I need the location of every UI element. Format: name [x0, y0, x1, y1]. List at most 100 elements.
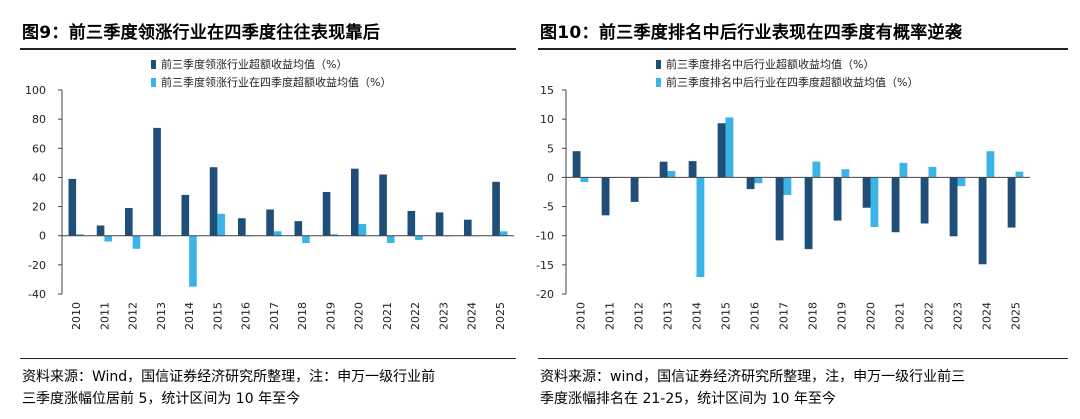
bar-series-1-2014 [688, 161, 697, 178]
bar-series-1-2012 [630, 177, 639, 202]
x-tick-label: 2012 [633, 302, 646, 330]
figure-9-panel: 图9：前三季度领涨行业在四季度往往表现靠后 -40 -20 0 20 40 60 80 100… [0, 0, 528, 419]
x-tick-label: 2025 [494, 302, 507, 330]
figure-9-bottom-rule [20, 358, 516, 359]
bar-series-2-2011 [104, 235, 113, 242]
source-line-1: 资料来源：Wind，国信证券经济研究所整理，注：申万一级行业前 [22, 369, 436, 385]
bar-series-1-2013 [659, 161, 668, 178]
bar-series-1-2025 [1007, 177, 1016, 228]
bar-series-1-2023 [949, 177, 958, 237]
bar-series-2-2010 [580, 177, 589, 183]
y-tick-label: -10 [536, 230, 554, 243]
bar-series-2-2022 [928, 166, 937, 178]
bar-series-1-2021 [379, 174, 387, 236]
bar-series-2-2021 [899, 162, 908, 178]
y-tick-label: -20 [536, 288, 554, 301]
x-tick-label: 2021 [894, 302, 907, 330]
bar-series-1-2024 [464, 219, 472, 236]
x-tick-label: 2023 [952, 302, 965, 330]
x-tick-label: 2023 [437, 302, 450, 330]
figure-10-chart: -20 -15 -10 -5 0 5 10 15 2010 2011 2012 2013 2014 201… [536, 57, 1030, 330]
legend-label-1: 前三季度排名中后行业超额收益均值（%） [666, 57, 874, 71]
bar-series-2-2020 [870, 177, 879, 227]
bar-series-1-2011 [96, 225, 105, 236]
y-tick-label: 40 [32, 171, 46, 184]
x-tick-label: 2018 [296, 302, 309, 330]
bar-series-1-2019 [322, 192, 331, 236]
bar-series-2-2013 [667, 171, 676, 178]
bar-series-2-2016 [754, 177, 763, 184]
bar-series-1-2016 [746, 177, 755, 190]
x-tick-label: 2011 [604, 302, 617, 330]
bar-series-1-2018 [804, 177, 813, 250]
x-tick-label: 2024 [466, 302, 479, 330]
y-tick-label: 0 [39, 230, 46, 243]
bar-series-2-2024 [986, 151, 995, 178]
source-line-1: 资料来源：wind，国信证券经济研究所整理，注，申万一级行业前三 [540, 369, 966, 385]
x-tick-label: 2015 [720, 302, 733, 330]
bar-series-1-2023 [435, 212, 444, 236]
bar-series-2-2017 [273, 231, 282, 236]
y-tick-label: 80 [32, 113, 46, 126]
bar-series-1-2020 [862, 177, 871, 208]
x-tick-label: 2017 [778, 302, 791, 330]
bar-series-2-2025 [499, 231, 508, 236]
x-tick-label: 2022 [409, 302, 422, 330]
x-tick-label: 2014 [691, 302, 704, 330]
bar-series-1-2015 [717, 123, 726, 178]
x-tick-label: 2020 [865, 302, 878, 330]
x-tick-label: 2011 [98, 302, 111, 330]
y-tick-label: 15 [540, 84, 554, 97]
figure-10-top-rule [538, 48, 1068, 50]
bar-series-2-2010 [76, 234, 84, 236]
y-tick-label: -15 [536, 259, 554, 272]
bar-series-1-2025 [492, 181, 500, 236]
bar-series-2-2015 [217, 213, 226, 236]
bar-series-1-2013 [153, 127, 161, 236]
bar-series-1-2015 [209, 167, 218, 236]
x-tick-label: 2014 [183, 302, 196, 330]
bar-series-1-2012 [125, 208, 133, 236]
bar-series-2-2014 [189, 235, 197, 287]
y-tick-label: 0 [547, 171, 554, 184]
x-tick-label: 2017 [268, 302, 281, 330]
bar-series-2-2018 [812, 161, 821, 178]
legend-label-2: 前三季度排名中后行业在四季度超额收益均值（%） [666, 75, 918, 89]
y-tick-label: 5 [547, 142, 554, 155]
bar-series-2-2012 [132, 235, 141, 249]
figure-9-top-rule [20, 48, 516, 50]
x-tick-label: 2013 [662, 302, 675, 330]
y-tick-label: -5 [543, 201, 554, 214]
figure-9-title: 图9：前三季度领涨行业在四季度往往表现靠后 [22, 23, 381, 43]
bar-series-1-2020 [351, 168, 359, 236]
legend-label-1: 前三季度领涨行业超额收益均值（%） [161, 57, 347, 71]
legend-swatch-1 [151, 60, 156, 69]
bar-series-1-2018 [294, 221, 303, 236]
x-tick-label: 2022 [923, 302, 936, 330]
x-tick-label: 2021 [381, 302, 394, 330]
source-line-2: 三季度涨幅位居前 5，统计区间为 10 年至今 [22, 391, 301, 407]
y-tick-label: -20 [28, 259, 46, 272]
x-tick-label: 2020 [353, 302, 366, 330]
y-tick-label: 100 [25, 84, 46, 97]
x-tick-label: 2025 [1010, 302, 1023, 330]
figure-10-panel: 图10：前三季度排名中后行业表现在四季度有概率逆袭 -20 -15 -10 -5 0 5 1… [528, 0, 1080, 419]
x-tick-label: 2018 [807, 302, 820, 330]
x-tick-label: 2010 [575, 302, 588, 330]
bar-series-1-2016 [238, 218, 246, 236]
bar-series-2-2017 [783, 177, 792, 195]
figure-9-chart: -40 -20 0 20 40 60 80 100 2010 2011 2012 2013 2014 20… [25, 57, 514, 330]
bar-series-1-2017 [266, 209, 274, 236]
bar-series-2-2022 [415, 235, 423, 241]
x-tick-label: 2015 [211, 302, 224, 330]
bar-series-1-2010 [572, 151, 581, 178]
figure-9-source-note: 资料来源：Wind，国信证券经济研究所整理，注：申万一级行业前 三季度涨幅位居前… [22, 366, 522, 410]
figure-10-title: 图10：前三季度排名中后行业表现在四季度有概率逆袭 [540, 23, 963, 43]
bar-series-1-2022 [920, 177, 929, 224]
source-line-2: 季度涨幅排名在 21-25，统计区间为 10 年至今 [540, 391, 836, 407]
legend-swatch-1 [656, 60, 661, 69]
bar-series-2-2019 [841, 169, 850, 178]
bar-series-2-2015 [725, 117, 734, 178]
figure-10-source-note: 资料来源：wind，国信证券经济研究所整理，注，申万一级行业前三 季度涨幅排名在… [540, 366, 1075, 410]
x-tick-label: 2024 [981, 302, 994, 330]
